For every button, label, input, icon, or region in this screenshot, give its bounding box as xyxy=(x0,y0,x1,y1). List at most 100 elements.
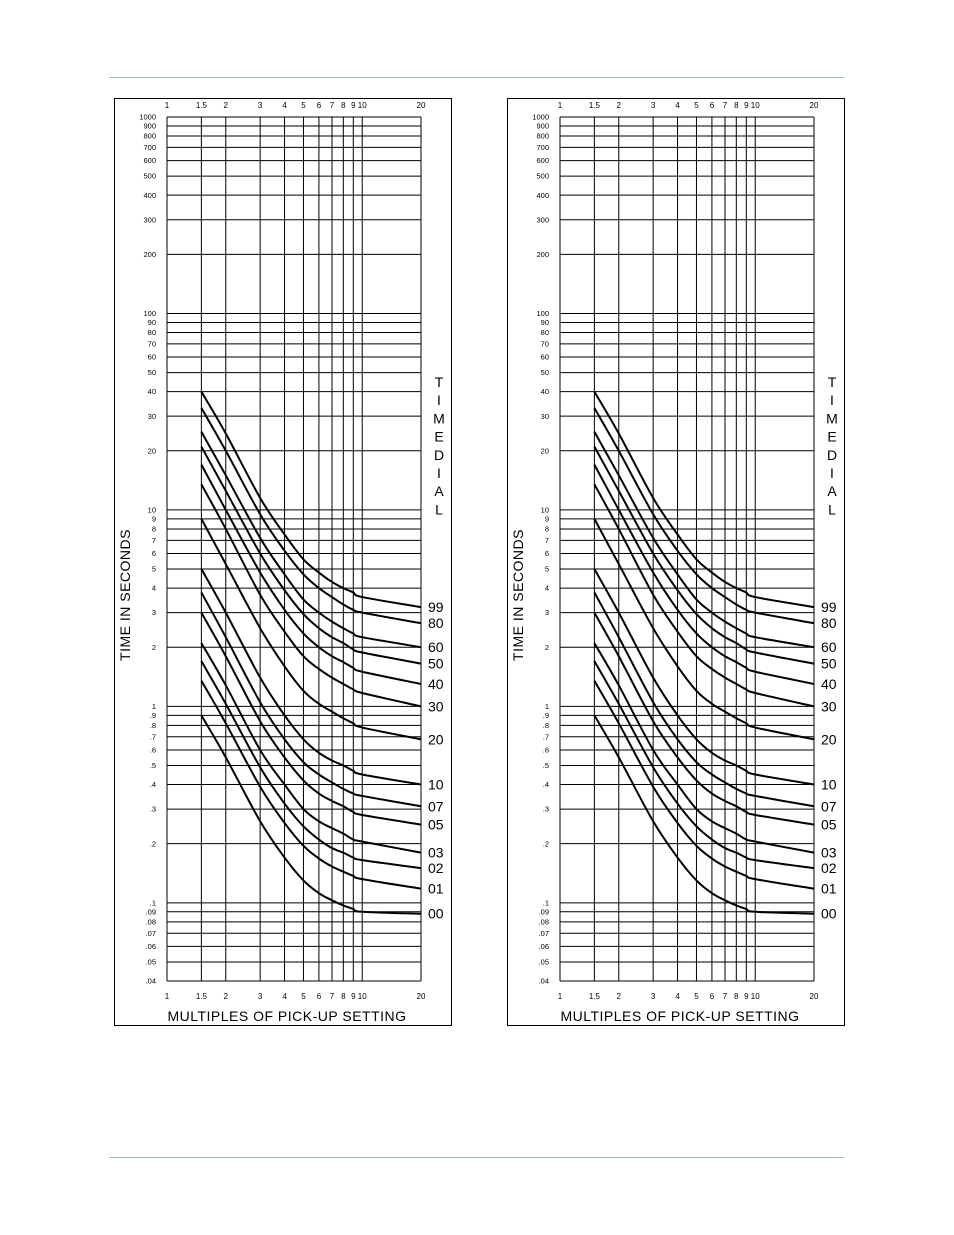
curve-dial-60 xyxy=(200,431,422,649)
time-dial-letter: I xyxy=(437,465,441,481)
y-tick-label: 50 xyxy=(148,368,156,377)
curve-label-10: 10 xyxy=(821,777,837,793)
curve-dial-03 xyxy=(593,642,815,854)
y-tick-label: .06 xyxy=(146,942,156,951)
x-tick-label-bottom: 10 xyxy=(751,992,760,1001)
curve-dial-40 xyxy=(200,464,422,685)
x-tick-label-top: 8 xyxy=(734,101,739,110)
time-dial-letter: I xyxy=(830,392,834,408)
x-tick-label-top: 1.5 xyxy=(196,101,208,110)
y-tick-label: 30 xyxy=(148,412,156,421)
x-tick-label-top: 2 xyxy=(617,101,622,110)
y-tick-label: 7 xyxy=(152,536,156,545)
y-tick-label: 300 xyxy=(536,215,549,224)
y-tick-label: 1 xyxy=(545,702,549,711)
y-tick-label: .8 xyxy=(150,721,156,730)
y-tick-label: .4 xyxy=(543,780,549,789)
y-tick-label: 500 xyxy=(143,172,156,181)
y-tick-label: 800 xyxy=(536,132,549,141)
time-dial-letter: I xyxy=(830,465,834,481)
y-tick-label: 20 xyxy=(541,446,549,455)
curve-dial-50 xyxy=(200,446,422,665)
curve-dial-50 xyxy=(593,446,815,665)
x-tick-label-bottom: 20 xyxy=(417,992,426,1001)
y-tick-label: 300 xyxy=(143,215,156,224)
time-dial-letter: D xyxy=(827,447,837,463)
x-tick-label-bottom: 2 xyxy=(617,992,622,1001)
curve-label-03: 03 xyxy=(821,845,837,861)
header-rule xyxy=(109,77,844,78)
curve-dial-30 xyxy=(200,483,422,708)
y-tick-label: 600 xyxy=(536,156,549,165)
curve-dial-30 xyxy=(593,483,815,708)
x-tick-label-top: 8 xyxy=(341,101,346,110)
curve-dial-02 xyxy=(200,660,422,870)
curve-dial-10 xyxy=(593,568,815,786)
curve-dial-99 xyxy=(593,391,815,609)
y-tick-label: .2 xyxy=(150,839,156,848)
curve-dial-03 xyxy=(200,642,422,854)
y-tick-label: .7 xyxy=(150,732,156,741)
y-tick-label: 70 xyxy=(541,339,549,348)
x-tick-label-bottom: 6 xyxy=(317,992,322,1001)
x-tick-label-bottom: 1.5 xyxy=(589,992,601,1001)
y-tick-label: 40 xyxy=(148,387,156,396)
y-axis-title: TIME IN SECONDS xyxy=(117,529,133,661)
x-tick-label-bottom: 10 xyxy=(358,992,367,1001)
y-tick-label: .1 xyxy=(543,898,549,907)
y-tick-label: .05 xyxy=(539,958,549,967)
x-tick-label-top: 9 xyxy=(351,101,356,110)
chart-frame xyxy=(114,98,452,1026)
y-tick-label: 700 xyxy=(536,143,549,152)
curve-label-07: 07 xyxy=(821,798,837,814)
y-tick-label: 6 xyxy=(545,549,549,558)
y-tick-label: 2 xyxy=(152,643,156,652)
y-tick-label: .3 xyxy=(150,805,156,814)
y-tick-label: .09 xyxy=(539,907,549,916)
x-tick-label-top: 6 xyxy=(710,101,715,110)
y-tick-label: 20 xyxy=(148,446,156,455)
y-tick-label: .9 xyxy=(543,711,549,720)
curve-label-05: 05 xyxy=(821,817,837,833)
y-tick-label: 5 xyxy=(545,565,549,574)
curve-label-50: 50 xyxy=(428,656,444,672)
x-tick-label-top: 1.5 xyxy=(589,101,601,110)
x-tick-label-bottom: 1 xyxy=(558,992,563,1001)
x-tick-label-top: 10 xyxy=(751,101,760,110)
x-tick-label-bottom: 5 xyxy=(694,992,699,1001)
y-tick-label: 7 xyxy=(545,536,549,545)
x-tick-label-top: 7 xyxy=(723,101,728,110)
curve-label-20: 20 xyxy=(821,731,837,747)
y-tick-label: 1000 xyxy=(139,113,156,122)
time-dial-letter: I xyxy=(437,392,441,408)
curve-label-80: 80 xyxy=(428,615,444,631)
x-tick-label-bottom: 7 xyxy=(330,992,335,1001)
y-tick-label: 5 xyxy=(152,565,156,574)
y-tick-label: 200 xyxy=(536,250,549,259)
x-tick-label-bottom: 8 xyxy=(341,992,346,1001)
y-tick-label: 8 xyxy=(545,525,549,534)
y-tick-label: 10 xyxy=(148,506,156,515)
time-dial-letter: L xyxy=(828,501,836,517)
y-tick-label: .6 xyxy=(543,746,549,755)
curve-label-99: 99 xyxy=(821,599,837,615)
y-tick-label: 400 xyxy=(536,191,549,200)
y-tick-label: 6 xyxy=(152,549,156,558)
curve-dial-02 xyxy=(593,660,815,870)
curve-label-10: 10 xyxy=(428,777,444,793)
curve-label-60: 60 xyxy=(428,639,444,655)
time-dial-letter: L xyxy=(435,501,443,517)
curve-label-99: 99 xyxy=(428,599,444,615)
y-tick-label: .08 xyxy=(539,917,549,926)
y-tick-label: 90 xyxy=(148,318,156,327)
y-tick-label: .06 xyxy=(539,942,549,951)
curve-label-40: 40 xyxy=(821,676,837,692)
x-tick-label-bottom: 6 xyxy=(710,992,715,1001)
x-tick-label-bottom: 4 xyxy=(675,992,680,1001)
time-dial-letter: T xyxy=(435,374,444,390)
x-tick-label-bottom: 8 xyxy=(734,992,739,1001)
x-tick-label-top: 20 xyxy=(417,101,426,110)
x-tick-label-bottom: 2 xyxy=(224,992,229,1001)
curve-label-30: 30 xyxy=(821,698,837,714)
x-axis-title: MULTIPLES OF PICK-UP SETTING xyxy=(560,1008,799,1024)
